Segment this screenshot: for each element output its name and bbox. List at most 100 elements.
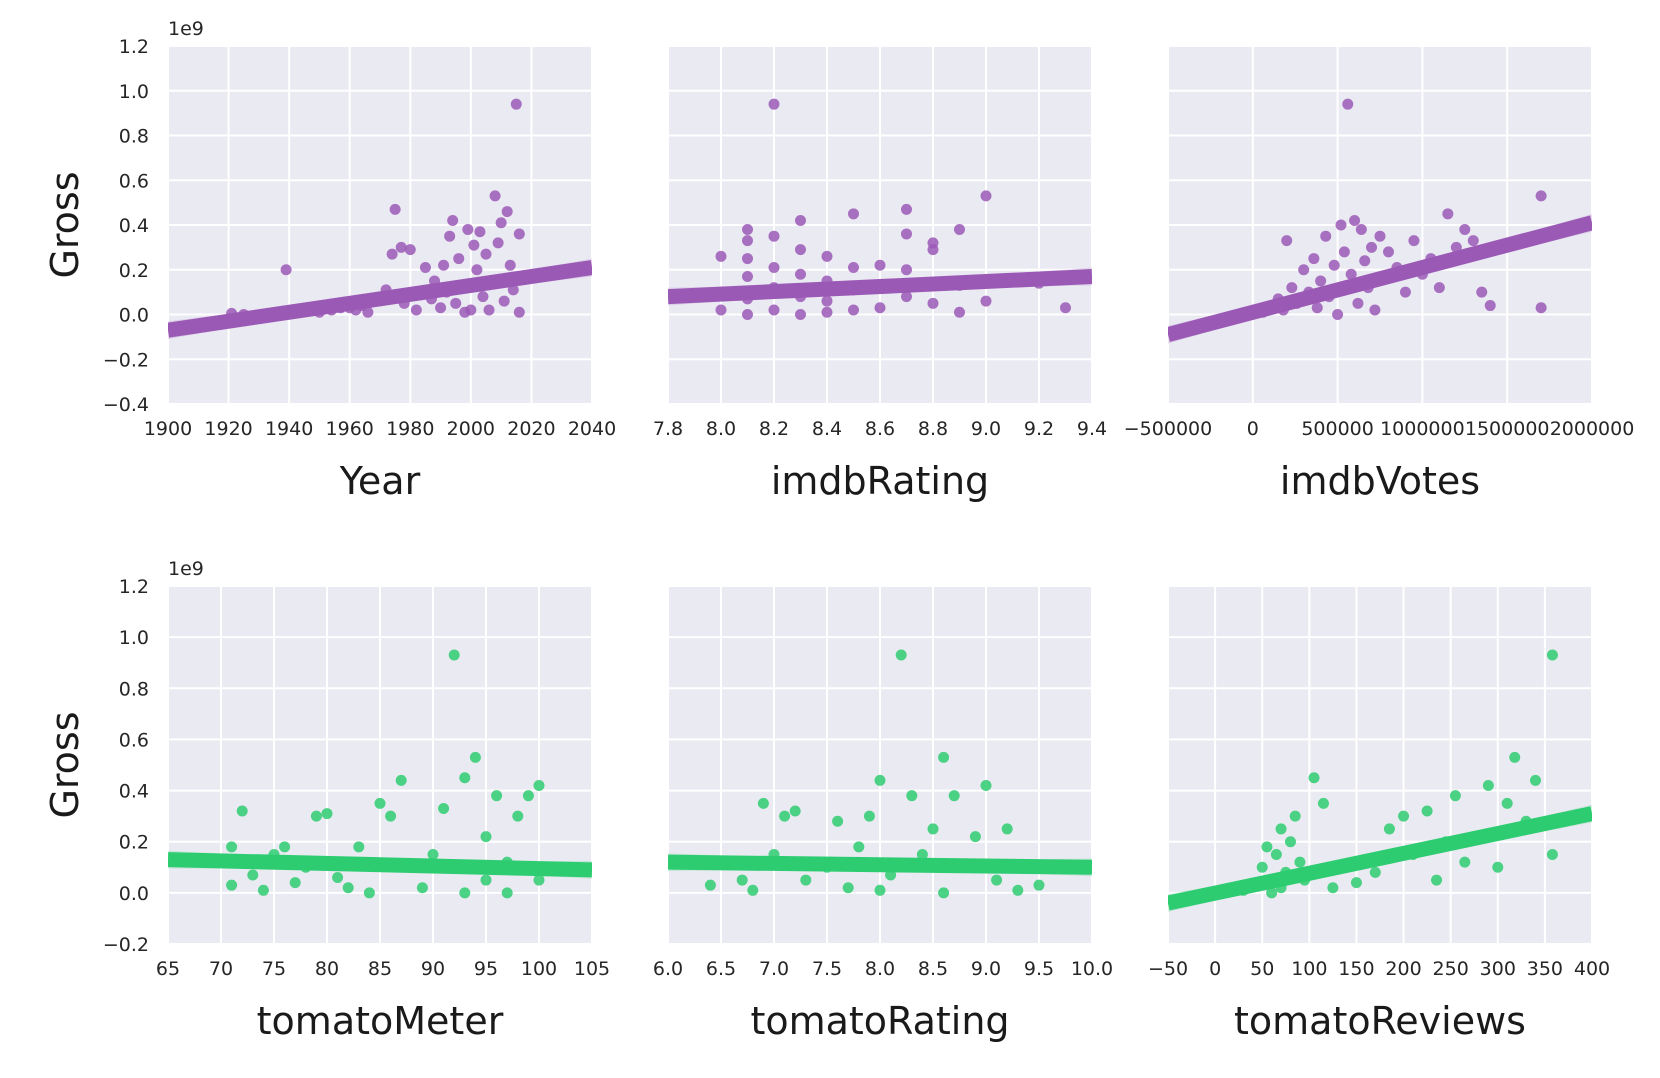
data-point xyxy=(1433,282,1445,294)
data-point xyxy=(453,253,465,265)
data-point xyxy=(821,306,833,318)
data-point xyxy=(1369,304,1381,316)
data-point xyxy=(462,223,474,235)
y-axis-label: Gross xyxy=(43,711,87,818)
data-point xyxy=(795,215,806,227)
data-point xyxy=(742,270,753,282)
data-point xyxy=(427,849,439,860)
x-tick-label: 8.4 xyxy=(812,418,842,440)
subplot-gross-vs-tomatometer: 65 70 75 80 85 90 95 100 105 −0.2 0.0 0.2 0.4 0.6 0.8 1… xyxy=(43,558,610,1043)
data-point xyxy=(1317,797,1329,809)
y-axis-label: Gross xyxy=(43,171,87,278)
data-point xyxy=(1308,772,1320,784)
data-point xyxy=(848,304,859,316)
data-point xyxy=(342,882,354,894)
data-point xyxy=(768,304,780,316)
data-point xyxy=(498,295,510,307)
data-point xyxy=(742,223,753,235)
data-point xyxy=(980,779,992,791)
data-point xyxy=(1355,223,1367,235)
x-tick-label: 300 xyxy=(1480,958,1516,980)
data-point xyxy=(757,797,769,809)
y-tick-label: 1.0 xyxy=(119,627,149,649)
data-point xyxy=(492,237,504,249)
data-point xyxy=(1529,774,1541,786)
data-point xyxy=(374,797,386,809)
x-tick-label: 7.8 xyxy=(653,418,683,440)
x-tick-label: 100 xyxy=(521,958,557,980)
data-point xyxy=(848,262,859,274)
x-tick-label: 105 xyxy=(574,958,610,980)
x-tick-label: 1900 xyxy=(144,418,192,440)
x-tick-label: 200 xyxy=(1385,958,1421,980)
data-point xyxy=(863,810,875,822)
data-point xyxy=(279,841,291,853)
regression-line xyxy=(168,260,592,338)
data-point xyxy=(901,203,912,215)
data-point xyxy=(789,805,801,817)
y-tick-label: 1.0 xyxy=(119,81,149,103)
y-tick-label: 0.4 xyxy=(119,215,149,237)
x-tick-label: 350 xyxy=(1527,958,1563,980)
data-point xyxy=(501,887,513,899)
x-tick-label: 1960 xyxy=(326,418,374,440)
data-point xyxy=(742,235,753,247)
data-point xyxy=(927,244,939,256)
data-point xyxy=(1350,877,1362,889)
data-point xyxy=(522,790,534,802)
data-point xyxy=(980,190,992,202)
data-point xyxy=(842,882,854,894)
data-point xyxy=(938,751,950,763)
x-tick-label: 6.5 xyxy=(706,958,736,980)
y-offset-label: 1e9 xyxy=(168,18,204,40)
data-point xyxy=(1431,874,1443,886)
data-point xyxy=(1298,264,1310,276)
data-point xyxy=(459,887,471,899)
x-tick-label: 1920 xyxy=(204,418,252,440)
data-point xyxy=(491,790,503,802)
y-tick-label: 0.0 xyxy=(119,305,149,327)
data-point xyxy=(736,874,748,886)
data-point xyxy=(257,884,269,896)
data-point xyxy=(471,264,483,276)
data-point xyxy=(1509,751,1521,763)
data-point xyxy=(477,291,489,303)
data-point xyxy=(469,751,481,763)
data-point xyxy=(480,831,492,843)
data-point xyxy=(1382,246,1394,258)
y-tick-label: 1.2 xyxy=(119,576,149,598)
data-point xyxy=(954,223,965,235)
data-point xyxy=(1359,255,1371,267)
data-point xyxy=(450,297,462,309)
data-point xyxy=(1275,823,1287,835)
data-point xyxy=(916,849,928,860)
data-point xyxy=(435,302,447,314)
data-point xyxy=(1332,309,1344,320)
data-point xyxy=(1366,241,1378,253)
data-point xyxy=(533,779,545,791)
x-tick-label: 500000 xyxy=(1301,418,1374,440)
data-point xyxy=(507,284,519,296)
data-point xyxy=(533,874,545,886)
data-point xyxy=(980,295,992,307)
data-point xyxy=(447,215,459,227)
data-point xyxy=(821,250,833,262)
x-tick-label: 2000 xyxy=(447,418,495,440)
data-point xyxy=(848,208,859,220)
data-point xyxy=(1033,879,1045,891)
subplot-gross-vs-year: 1900 1920 1940 1960 1980 2000 2020 2040 −0.4 −0.2… xyxy=(43,18,616,503)
x-tick-label: −500000 xyxy=(1124,418,1212,440)
data-point xyxy=(1308,253,1320,265)
y-tick-label: 0.8 xyxy=(119,678,149,700)
x-tick-label: 0 xyxy=(1209,958,1221,980)
x-axis-label: Year xyxy=(339,459,421,503)
data-point xyxy=(480,248,492,260)
data-point xyxy=(1449,790,1461,802)
data-point xyxy=(465,304,477,316)
x-tick-label: −50 xyxy=(1148,958,1188,980)
data-point xyxy=(1284,836,1296,848)
data-point xyxy=(821,295,833,307)
data-point xyxy=(874,259,886,271)
x-tick-label: 70 xyxy=(209,958,233,980)
data-point xyxy=(954,306,965,318)
